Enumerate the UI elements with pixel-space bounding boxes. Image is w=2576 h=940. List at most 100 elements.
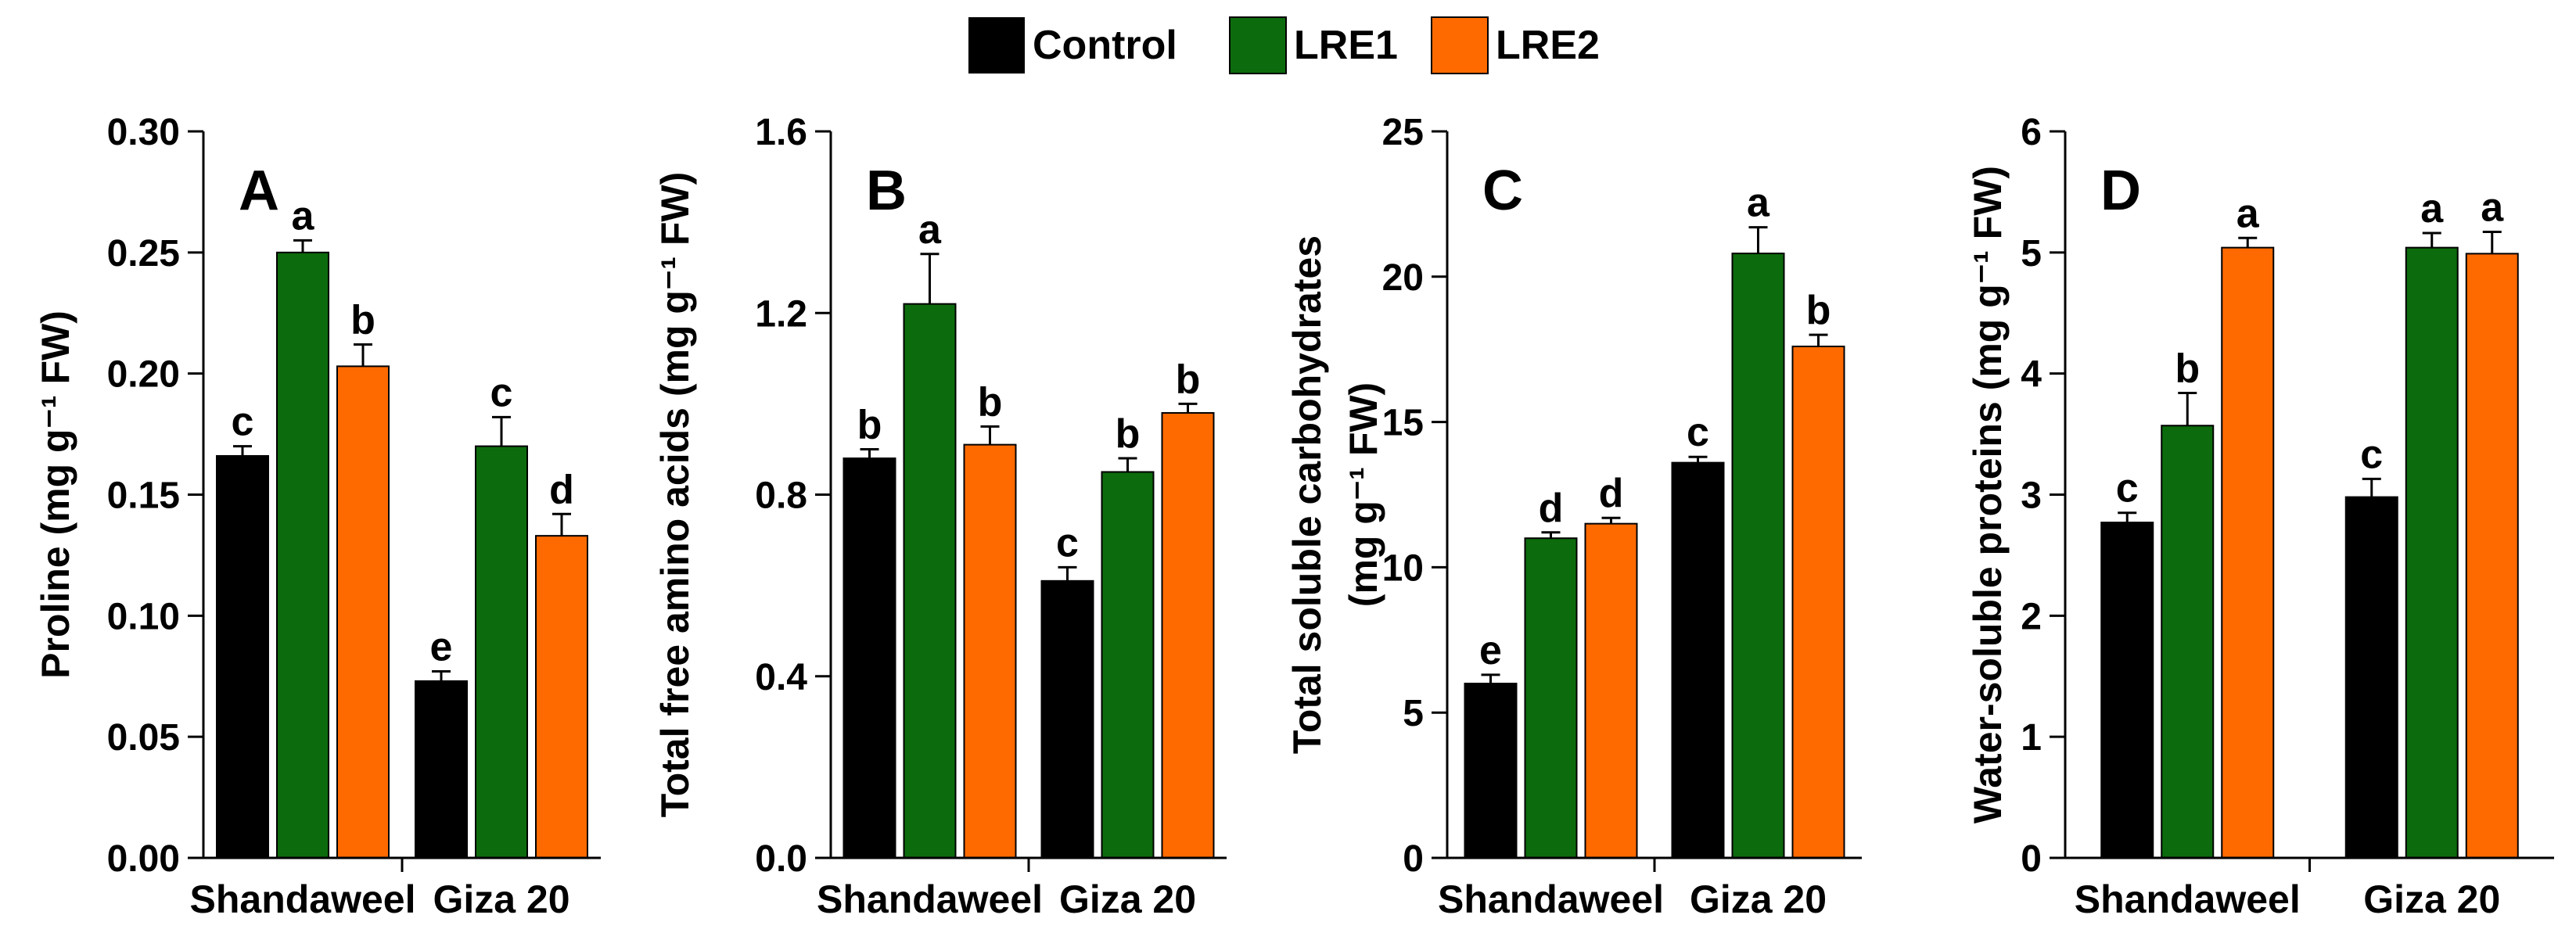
bar bbox=[2100, 522, 2154, 859]
significance-letter: d bbox=[1539, 486, 1564, 531]
bar bbox=[1584, 522, 1638, 859]
significance-letter: a bbox=[292, 193, 315, 239]
y-tick-label: 0.00 bbox=[107, 838, 180, 880]
legend-label-lre1: LRE1 bbox=[1294, 23, 1398, 68]
legend-label-lre2: LRE2 bbox=[1496, 23, 1600, 68]
y-tick-label: 0.25 bbox=[107, 233, 180, 274]
significance-letter: c bbox=[1687, 410, 1709, 455]
significance-letter: a bbox=[1747, 181, 1770, 226]
y-axis-label: (mg g⁻¹ FW) bbox=[1342, 382, 1385, 607]
significance-letter: c bbox=[1056, 520, 1079, 565]
y-tick-label: 25 bbox=[1382, 112, 1424, 153]
y-tick-label: 2 bbox=[2021, 596, 2042, 637]
significance-letter: b bbox=[350, 298, 375, 343]
significance-letter: b bbox=[978, 379, 1003, 425]
y-axis-label: Total soluble carbohydrates bbox=[1285, 235, 1329, 754]
bar bbox=[2161, 425, 2215, 859]
y-tick-label: 15 bbox=[1382, 403, 1424, 444]
significance-letter: c bbox=[2360, 432, 2383, 477]
panels: 0.000.050.100.150.200.250.30cabShandawee… bbox=[34, 112, 2554, 921]
y-axis-label: Proline (mg g⁻¹ FW) bbox=[34, 310, 77, 679]
y-tick-label: 0.8 bbox=[755, 475, 807, 517]
x-category-label: Shandaweel bbox=[1438, 877, 1664, 921]
x-category-label: Shandaweel bbox=[190, 877, 416, 921]
significance-letter: d bbox=[549, 467, 574, 512]
y-tick-label: 20 bbox=[1382, 257, 1424, 299]
bar bbox=[903, 303, 957, 859]
y-tick-label: 1 bbox=[2021, 717, 2042, 759]
significance-letter: b bbox=[1806, 288, 1831, 333]
bar bbox=[1101, 471, 1155, 859]
y-tick-label: 0.0 bbox=[755, 838, 807, 880]
x-category-label: Shandaweel bbox=[817, 877, 1043, 921]
bar bbox=[276, 251, 329, 859]
y-tick-label: 0.30 bbox=[107, 112, 180, 153]
bar bbox=[2221, 246, 2275, 859]
y-tick-label: 0.05 bbox=[107, 717, 180, 759]
bar bbox=[1524, 537, 1578, 859]
bar bbox=[216, 454, 269, 859]
x-category-label: Giza 20 bbox=[433, 877, 569, 921]
significance-letter: a bbox=[918, 207, 942, 253]
y-tick-label: 0.4 bbox=[755, 657, 807, 698]
panel-letter: B bbox=[866, 160, 907, 222]
legend-swatch-lre2 bbox=[1431, 16, 1489, 74]
panel-letter: A bbox=[239, 160, 279, 222]
bar bbox=[475, 445, 528, 859]
y-axis-label: Water-soluble proteins (mg g⁻¹ FW) bbox=[1966, 166, 2010, 823]
significance-letter: b bbox=[857, 402, 882, 447]
x-category-label: Giza 20 bbox=[1690, 877, 1827, 921]
bar bbox=[842, 457, 896, 859]
bar bbox=[2465, 253, 2519, 859]
significance-letter: a bbox=[2420, 186, 2444, 231]
y-tick-label: 0.20 bbox=[107, 354, 180, 396]
y-tick-label: 0 bbox=[1403, 838, 1424, 880]
y-tick-label: 0.15 bbox=[107, 475, 180, 517]
y-tick-label: 5 bbox=[1403, 693, 1424, 734]
chart-panel-c: 0 5 10 15 20 25 e d d Shandaweel c a b Giza 20 C Total … bbox=[1285, 112, 1862, 921]
significance-letter: c bbox=[232, 400, 254, 445]
bar bbox=[336, 365, 390, 859]
significance-letter: b bbox=[1116, 411, 1141, 457]
y-tick-label: 3 bbox=[2021, 475, 2042, 517]
bar bbox=[963, 443, 1017, 859]
bar bbox=[2405, 246, 2459, 859]
significance-letter: d bbox=[1599, 471, 1624, 516]
y-tick-label: 5 bbox=[2021, 233, 2042, 274]
significance-letter: e bbox=[1479, 628, 1502, 673]
significance-letter: c bbox=[2116, 466, 2139, 511]
bar bbox=[1040, 579, 1094, 859]
panel-letter: C bbox=[1482, 160, 1523, 222]
x-category-label: Giza 20 bbox=[1059, 877, 1196, 921]
y-tick-label: 4 bbox=[2021, 354, 2042, 396]
y-axis-label: Total free amino acids (mg g⁻¹ FW) bbox=[653, 172, 697, 818]
y-tick-label: 0 bbox=[2021, 838, 2042, 880]
legend-label-control: Control bbox=[1033, 23, 1177, 68]
bar bbox=[535, 535, 588, 859]
significance-letter: a bbox=[2236, 191, 2260, 236]
significance-letter: a bbox=[2481, 185, 2504, 231]
bar bbox=[1464, 683, 1518, 859]
bar bbox=[415, 680, 468, 859]
x-category-label: Shandaweel bbox=[2075, 877, 2301, 921]
legend-swatch-lre1 bbox=[1229, 16, 1287, 74]
y-tick-label: 6 bbox=[2021, 112, 2042, 153]
legend-swatch-control bbox=[968, 17, 1025, 74]
bar bbox=[1731, 253, 1785, 859]
x-category-label: Giza 20 bbox=[2363, 877, 2500, 921]
panel-letter: D bbox=[2100, 160, 2141, 222]
y-tick-label: 1.2 bbox=[755, 293, 807, 335]
significance-letter: c bbox=[490, 370, 513, 415]
legend: Control LRE1 LRE2 bbox=[968, 16, 1600, 74]
bar bbox=[2344, 496, 2398, 859]
y-tick-label: 10 bbox=[1382, 547, 1424, 589]
significance-letter: e bbox=[430, 625, 453, 670]
y-tick-label: 1.6 bbox=[755, 112, 807, 153]
bar bbox=[1671, 461, 1725, 859]
significance-letter: b bbox=[2175, 346, 2200, 391]
chart-panel-a: 0.00 0.05 0.10 0.15 0.20 0.25 0.30 c a b Shandawee… bbox=[34, 112, 601, 921]
bar bbox=[1161, 411, 1215, 859]
